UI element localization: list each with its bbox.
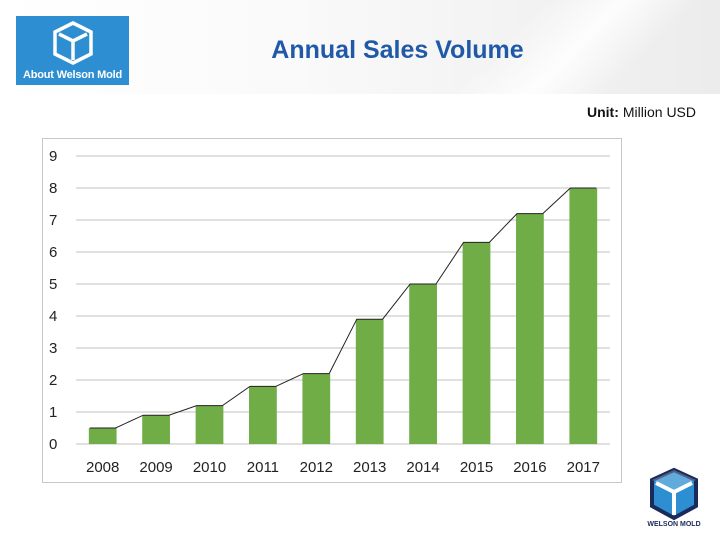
bar <box>516 213 544 444</box>
y-tick-label: 1 <box>49 404 57 421</box>
x-tick-label: 2015 <box>460 459 493 476</box>
chart-frame: 0 1 2 3 4 5 6 7 8 9 2008 2009 2010 2011 2012 2013 2014 20… <box>42 138 622 483</box>
header-sheen <box>430 0 720 94</box>
page-title: Annual Sales Volume <box>271 36 524 64</box>
footer-logo-text: WELSON MOLD <box>647 521 701 528</box>
bar <box>355 319 384 444</box>
footer-logo: WELSON MOLD <box>640 466 708 532</box>
y-tick-label: 5 <box>49 276 57 293</box>
y-tick-label: 9 <box>49 148 57 165</box>
x-tick-label: 2009 <box>139 459 172 476</box>
y-tick-label: 0 <box>49 436 57 453</box>
bar <box>88 428 117 444</box>
cube-logo-icon <box>53 21 93 65</box>
bar <box>249 386 277 444</box>
x-tick-label: 2016 <box>513 459 546 476</box>
bar <box>302 373 331 444</box>
bar <box>569 188 598 444</box>
y-tick-label: 6 <box>49 244 57 261</box>
company-logo[interactable]: About Welson Mold <box>16 16 129 85</box>
y-tick-label: 4 <box>49 308 57 325</box>
x-tick-label: 2014 <box>406 459 439 476</box>
cube-logo-icon <box>650 467 698 521</box>
y-tick-label: 3 <box>49 340 57 357</box>
x-tick-label: 2008 <box>86 459 119 476</box>
unit-line: Unit: Million USD <box>587 104 696 120</box>
unit-label: Unit: <box>586 104 619 120</box>
bar-chart: 0 1 2 3 4 5 6 7 8 9 2008 2009 2010 2011 2012 2013 2014 20… <box>49 148 610 476</box>
y-tick-label: 2 <box>49 372 57 389</box>
bar <box>195 405 224 444</box>
x-tick-label: 2013 <box>353 459 386 476</box>
x-tick-label: 2011 <box>247 459 279 476</box>
x-tick-label: 2012 <box>300 459 333 476</box>
x-tick-label: 2017 <box>567 459 600 476</box>
bar <box>462 242 491 444</box>
unit-value: Million USD <box>622 104 696 120</box>
trend-line <box>89 187 597 429</box>
bar <box>142 415 170 444</box>
bar <box>409 284 437 444</box>
y-tick-label: 7 <box>49 212 57 229</box>
y-tick-label: 8 <box>49 180 57 197</box>
logo-text: About Welson Mold <box>22 69 123 81</box>
x-tick-label: 2010 <box>193 459 226 476</box>
